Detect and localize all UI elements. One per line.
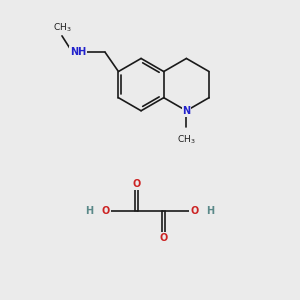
Text: O: O (159, 233, 167, 243)
Text: N: N (182, 106, 190, 116)
Text: O: O (190, 206, 198, 216)
Text: H: H (85, 206, 94, 216)
Text: CH$_3$: CH$_3$ (177, 134, 196, 146)
Text: O: O (133, 179, 141, 189)
Text: O: O (102, 206, 110, 216)
Text: NH: NH (70, 47, 86, 57)
Text: CH$_3$: CH$_3$ (52, 22, 71, 34)
Text: H: H (206, 206, 214, 216)
